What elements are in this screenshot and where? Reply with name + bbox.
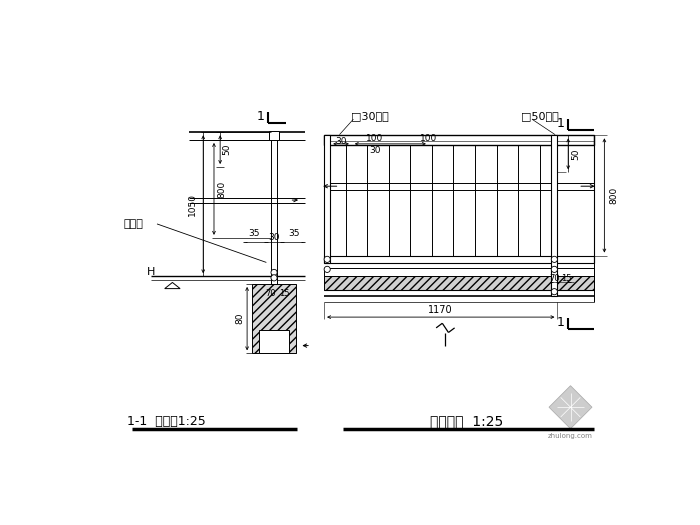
Text: 1170: 1170 xyxy=(428,305,453,315)
Text: 15: 15 xyxy=(561,274,572,283)
Text: 30: 30 xyxy=(268,233,280,243)
Bar xyxy=(324,135,594,145)
Circle shape xyxy=(551,256,557,262)
Text: zhulong.com: zhulong.com xyxy=(548,434,593,439)
Text: 50: 50 xyxy=(222,144,231,155)
Text: 30: 30 xyxy=(335,137,346,146)
Text: 70: 70 xyxy=(549,274,559,283)
Text: 100: 100 xyxy=(366,134,384,143)
Bar xyxy=(324,276,594,290)
Text: 30: 30 xyxy=(369,146,381,155)
Bar xyxy=(324,183,594,190)
Text: 800: 800 xyxy=(609,187,618,204)
Text: 70: 70 xyxy=(265,289,276,298)
Circle shape xyxy=(271,275,277,281)
Text: 80: 80 xyxy=(236,313,245,324)
Circle shape xyxy=(551,289,557,295)
Text: 1: 1 xyxy=(256,110,264,123)
Bar xyxy=(324,268,594,276)
Text: 35: 35 xyxy=(288,229,300,238)
Text: 15: 15 xyxy=(279,289,290,298)
Text: 35: 35 xyxy=(248,229,260,238)
Polygon shape xyxy=(549,386,592,429)
Circle shape xyxy=(324,266,330,272)
Bar xyxy=(271,276,277,284)
Text: 100: 100 xyxy=(420,134,438,143)
Text: 1: 1 xyxy=(556,117,564,130)
Text: 1-1  剖面图1:25: 1-1 剖面图1:25 xyxy=(127,415,206,427)
Text: 室内栏杆  1:25: 室内栏杆 1:25 xyxy=(430,414,503,428)
Circle shape xyxy=(271,269,277,276)
Bar xyxy=(253,284,295,353)
Text: 50: 50 xyxy=(571,148,580,160)
Circle shape xyxy=(324,256,330,262)
Bar xyxy=(552,135,557,296)
Text: 800: 800 xyxy=(217,180,226,197)
Bar xyxy=(324,135,330,263)
Bar xyxy=(258,330,290,353)
Text: H: H xyxy=(147,267,155,277)
Text: □30钢管: □30钢管 xyxy=(351,111,389,121)
Bar xyxy=(270,131,279,140)
Text: □50钢管: □50钢管 xyxy=(521,111,559,121)
Circle shape xyxy=(551,266,557,272)
Text: 1050: 1050 xyxy=(188,193,197,216)
Text: 1: 1 xyxy=(556,316,564,329)
Text: 预埋件: 预埋件 xyxy=(124,219,144,229)
Bar xyxy=(324,256,594,263)
